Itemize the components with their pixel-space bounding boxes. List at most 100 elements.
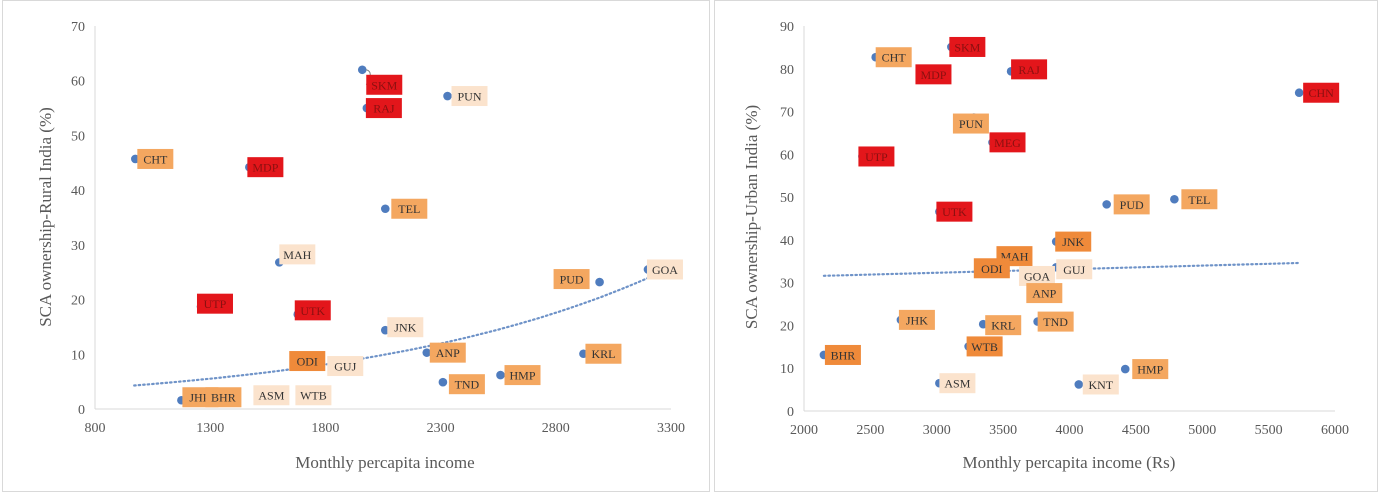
x-tick-label: 4000 <box>1056 423 1084 438</box>
urban-chart-panel: 2000 2500 3000 3500 4000 4500 5000 5500 6000 0 10 2… <box>714 0 1378 492</box>
y-tick-label: 10 <box>780 362 794 377</box>
state-label: GUJ <box>327 356 364 377</box>
state-label: UTK <box>936 201 973 222</box>
urban-scatter-chart: 2000 2500 3000 3500 4000 4500 5000 5500 6000 0 10 2… <box>742 20 1349 472</box>
x-tick-label: 5000 <box>1188 423 1216 438</box>
rural-chart-panel: 800 1300 1800 2300 2800 3300 0 10 20 30 40 50 60 70 Mo… <box>2 0 710 492</box>
y-tick-label: 30 <box>780 277 794 292</box>
svg-text:ASM: ASM <box>258 389 284 403</box>
data-point <box>1294 88 1304 98</box>
state-label: MEG <box>989 132 1026 153</box>
svg-text:TEL: TEL <box>398 202 420 216</box>
svg-text:JHK: JHK <box>906 313 928 327</box>
rural-scatter-chart: 800 1300 1800 2300 2800 3300 0 10 20 30 40 50 60 70 Mo… <box>36 20 685 472</box>
state-label: KRL <box>985 315 1022 336</box>
svg-text:MDP: MDP <box>252 161 278 175</box>
x-tick-label: 2800 <box>542 421 570 436</box>
svg-text:UTK: UTK <box>300 304 325 318</box>
svg-text:UTP: UTP <box>865 150 888 164</box>
y-tick-label: 30 <box>71 239 85 254</box>
svg-text:MEG: MEG <box>994 136 1021 150</box>
data-point <box>438 377 448 387</box>
x-tick-label: 6000 <box>1321 423 1349 438</box>
svg-text:JNK: JNK <box>394 321 416 335</box>
x-axis-title: Monthly percapita income <box>295 453 474 472</box>
x-tick-label: 3300 <box>657 421 685 436</box>
svg-text:TEL: TEL <box>1188 193 1210 207</box>
state-label: PUN <box>952 113 989 134</box>
svg-text:UTP: UTP <box>204 297 227 311</box>
y-tick-label: 20 <box>780 319 794 334</box>
data-point <box>422 348 432 357</box>
svg-text:PUN: PUN <box>959 117 983 131</box>
state-label: MAH <box>279 244 316 265</box>
state-label: MDP <box>247 157 284 178</box>
state-label: RAJ <box>1011 59 1048 80</box>
svg-text:JNK: JNK <box>1062 235 1084 249</box>
svg-text:GOA: GOA <box>652 263 678 277</box>
y-tick-label: 60 <box>780 148 794 163</box>
trendline <box>133 273 656 387</box>
svg-text:HMP: HMP <box>1137 363 1163 377</box>
state-label: ANP <box>429 342 466 363</box>
svg-text:KNT: KNT <box>1088 378 1113 392</box>
y-axis-title: SCA ownership-Rural India (%) <box>36 107 55 327</box>
x-tick-label: 2000 <box>790 423 818 438</box>
svg-text:SKM: SKM <box>371 78 397 92</box>
data-point <box>1074 380 1084 389</box>
svg-text:GUJ: GUJ <box>1063 263 1085 277</box>
state-label: TEL <box>1181 189 1218 210</box>
svg-text:HMP: HMP <box>509 369 535 383</box>
state-label: MDP <box>915 64 952 85</box>
data-point <box>443 91 452 101</box>
data-point <box>1170 194 1179 204</box>
svg-text:KRL: KRL <box>991 319 1015 333</box>
svg-text:ODI: ODI <box>981 262 1002 276</box>
state-label: TND <box>1037 311 1074 332</box>
svg-text:KRL: KRL <box>591 347 615 361</box>
data-point <box>1102 200 1111 209</box>
state-label: UTP <box>196 293 233 314</box>
state-label: ASM <box>939 373 976 394</box>
x-tick-label: 2300 <box>427 421 455 436</box>
svg-text:GUJ: GUJ <box>334 360 356 374</box>
svg-text:RAJ: RAJ <box>1018 63 1040 77</box>
svg-text:RAJ: RAJ <box>373 102 395 116</box>
svg-text:PUN: PUN <box>458 90 482 104</box>
state-label: GOA <box>646 259 683 280</box>
state-label: CHN <box>1303 82 1340 103</box>
state-label: UTK <box>294 300 331 321</box>
svg-text:PUD: PUD <box>1120 198 1144 212</box>
x-tick-label: 5500 <box>1255 423 1283 438</box>
state-label: ANP <box>1026 283 1063 304</box>
y-tick-label: 20 <box>71 294 85 309</box>
x-tick-label: 800 <box>85 421 106 436</box>
x-axis-title: Monthly percapita income (Rs) <box>963 453 1176 472</box>
y-tick-label: 80 <box>780 63 794 78</box>
x-tick-label: 3500 <box>989 423 1017 438</box>
state-label: SKM <box>366 74 403 95</box>
y-tick-label: 60 <box>71 75 85 90</box>
svg-text:GOA: GOA <box>1024 269 1050 283</box>
y-tick-label: 50 <box>780 191 794 206</box>
state-label: UTP <box>858 146 895 167</box>
svg-text:CHT: CHT <box>143 152 168 166</box>
data-point <box>595 277 604 287</box>
svg-text:PUD: PUD <box>560 273 584 287</box>
state-label: KRL <box>585 343 622 364</box>
y-tick-label: 40 <box>780 234 794 249</box>
svg-text:MAH: MAH <box>283 248 311 262</box>
svg-text:UTK: UTK <box>942 205 967 219</box>
x-tick-label: 3000 <box>923 423 951 438</box>
state-label: GOA <box>1018 265 1055 286</box>
data-point <box>357 65 367 75</box>
data-point <box>1120 364 1130 374</box>
y-tick-label: 70 <box>780 106 794 121</box>
x-tick-label: 2500 <box>856 423 884 438</box>
state-label: ODI <box>973 258 1010 279</box>
svg-text:ANP: ANP <box>1032 287 1056 301</box>
state-label: KNT <box>1082 374 1119 395</box>
state-label: PUD <box>553 269 590 290</box>
state-label: JHK <box>898 309 935 330</box>
y-tick-label: 90 <box>780 20 794 35</box>
